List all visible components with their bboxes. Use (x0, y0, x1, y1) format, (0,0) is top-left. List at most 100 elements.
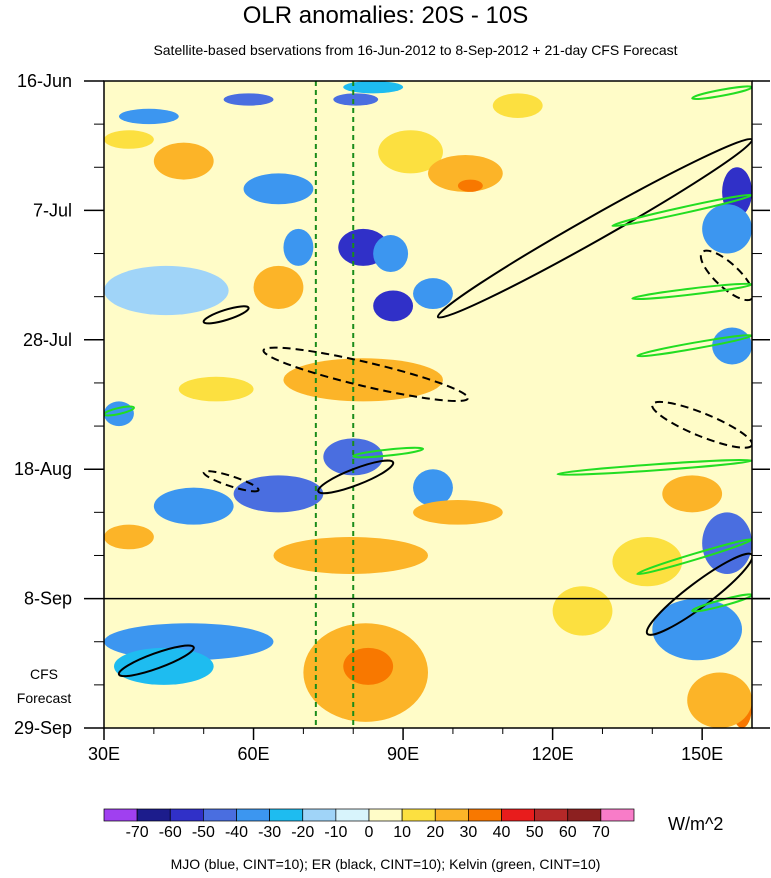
anomaly-region-5 (243, 173, 314, 205)
colorbar-swatch (203, 808, 237, 822)
anomaly-region-9 (373, 290, 414, 322)
contour-er-7 (651, 400, 752, 449)
anomaly-region-15 (104, 265, 229, 316)
colorbar: -70 -60 -50 -40 -30 -20 -10 0 10 20 30 40 50 60 70 (103, 808, 635, 841)
colorbar-swatch (236, 808, 270, 822)
anomaly-region-0 (118, 108, 179, 125)
contour-er-4 (117, 644, 195, 678)
wave-contours (104, 85, 752, 678)
anomaly-region-30 (343, 647, 394, 685)
anomaly-region-36 (722, 167, 752, 217)
anomaly-region-21 (153, 487, 234, 525)
contour-legend: MJO (blue, CINT=10); ER (black, CINT=10)… (170, 856, 601, 872)
colorbar-tick-label: -40 (225, 824, 248, 841)
anomaly-region-37 (702, 204, 752, 254)
anomaly-region-1 (223, 93, 274, 106)
colorbar-swatch (434, 808, 469, 822)
y-tick-label: 28-Jul (23, 330, 72, 350)
y-tick-label: 16-Jun (17, 71, 72, 91)
plot-background (104, 81, 752, 728)
colorbar-tick-label: -60 (159, 824, 182, 841)
colorbar-tick-label: 10 (393, 824, 411, 841)
colorbar-tick-label: -30 (258, 824, 281, 841)
colorbar-tick-label: 50 (526, 824, 544, 841)
chart-title: OLR anomalies: 20S - 10S (242, 2, 529, 29)
x-tick-label: 90E (387, 744, 419, 764)
colorbar-tick-label: 40 (493, 824, 511, 841)
y-tick-label: 8-Sep (24, 589, 72, 609)
anomaly-region-6 (283, 228, 314, 266)
contour-kelvin-16 (636, 538, 752, 576)
colorbar-swatch (302, 808, 337, 822)
x-tick-label: 120E (532, 744, 574, 764)
colorbar-tick-label: -10 (324, 824, 347, 841)
anomaly-region-12 (428, 154, 503, 192)
anomaly-region-41 (492, 93, 543, 118)
anomaly-region-23 (413, 469, 453, 507)
anomaly-region-34 (652, 598, 743, 661)
colorbar-swatch (269, 808, 304, 822)
anomaly-region-24 (413, 500, 503, 525)
contour-er-2 (202, 470, 260, 493)
colorbar-swatch (136, 808, 171, 822)
colorbar-swatch (468, 808, 502, 822)
axes: 30E 60E 90E 120E 150E 16-Jun 7-Jul 28-Jul 18-Aug… (14, 71, 770, 764)
y-tick-label: 29-Sep (14, 718, 72, 738)
x-tick-label: 30E (88, 744, 120, 764)
anomaly-region-18 (178, 376, 254, 402)
anomaly-region-32 (612, 536, 683, 587)
colorbar-tick-label: 70 (592, 824, 610, 841)
colorbar-tick-label: -20 (291, 824, 314, 841)
colorbar-swatch (501, 808, 535, 822)
contour-kelvin-10 (611, 193, 752, 228)
contour-kelvin-9 (691, 85, 752, 100)
contour-er-0 (202, 305, 250, 325)
colorbar-swatch (534, 808, 569, 822)
y-tick-label: 18-Aug (14, 459, 72, 479)
anomaly-field (104, 81, 752, 728)
colorbar-swatch (567, 808, 602, 822)
colorbar-tick-label: -50 (192, 824, 215, 841)
colorbar-swatch (368, 808, 403, 822)
colorbar-tick-label: -70 (126, 824, 149, 841)
colorbar-tick-label: 0 (365, 824, 374, 841)
contour-er-3 (317, 459, 395, 495)
anomaly-region-40 (687, 672, 752, 728)
anomaly-region-10 (413, 278, 453, 309)
contour-er-1 (262, 346, 469, 403)
anomaly-region-20 (233, 475, 324, 513)
anomaly-region-13 (457, 179, 483, 192)
anomaly-region-38 (712, 327, 752, 365)
y-tick-label: 7-Jul (33, 200, 72, 220)
colorbar-tick-label: 30 (459, 824, 477, 841)
anomaly-region-14 (153, 142, 214, 180)
contour-kelvin-11 (631, 282, 752, 301)
x-tick-label: 60E (238, 744, 270, 764)
colorbar-unit: W/m^2 (668, 814, 724, 834)
anomaly-region-26 (273, 536, 428, 574)
anomaly-region-35 (702, 512, 752, 574)
colorbar-tick-label: 60 (559, 824, 577, 841)
anomaly-region-31 (552, 586, 613, 636)
anomaly-region-3 (343, 81, 404, 94)
anomaly-region-17 (283, 358, 443, 402)
anomaly-region-8 (373, 235, 409, 273)
forecast-label-line1: CFS (30, 666, 58, 682)
plot-frame (103, 80, 753, 729)
forecast-label-line2: Forecast (16, 690, 72, 706)
colorbar-swatch (103, 808, 138, 822)
contour-kelvin-14 (352, 446, 425, 459)
colorbar-swatch (335, 808, 370, 822)
colorbar-tick-label: 20 (426, 824, 444, 841)
anomaly-region-25 (104, 524, 154, 550)
colorbar-swatch (169, 808, 204, 822)
x-tick-label: 150E (681, 744, 723, 764)
anomaly-region-33 (662, 475, 723, 513)
anomaly-region-4 (104, 130, 154, 149)
anomaly-region-11 (378, 130, 443, 174)
chart-subtitle: Satellite-based bservations from 16-Jun-… (153, 42, 678, 58)
colorbar-swatch (401, 808, 436, 822)
anomaly-region-2 (333, 93, 379, 106)
anomaly-region-16 (253, 265, 304, 309)
